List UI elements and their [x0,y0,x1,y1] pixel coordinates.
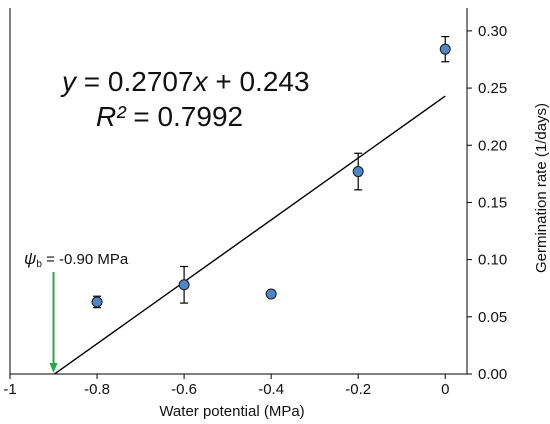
data-point [265,288,277,300]
y-tick-label: 0.25 [478,80,507,97]
r-squared-label: R² [96,101,127,132]
y-tick-label: 0.20 [478,137,507,154]
data-point [352,166,364,178]
y-tick-label: 0.15 [478,194,507,211]
equation-y: y [60,66,78,97]
data-point [439,43,451,55]
psi-subscript: b [36,259,42,270]
x-tick-label: -1 [3,381,16,398]
axes [9,8,468,375]
data-point [178,279,190,291]
x-tick-label: -0.8 [84,381,110,398]
r-squared-value: = 0.7992 [126,101,244,132]
y-axis-title: Germination rate (1/days) [533,103,550,273]
equation-main: = 0.2707 [76,66,194,97]
x-tick-label: 0 [441,381,449,398]
fit-line-group [53,95,446,375]
y-tick-label: 0.30 [478,23,507,40]
psi-symbol: ψ [24,249,36,268]
x-tick-label: -0.2 [345,381,371,398]
equation-x: x [192,66,209,97]
r-squared: R² = 0.7992 [96,101,243,132]
regression-equation: y = 0.2707x + 0.243 [60,66,310,97]
threshold-annotation [49,272,58,373]
y-tick-label: 0.05 [478,309,507,326]
y-tick-label: 0.00 [478,366,507,383]
psi-b-label: ψb = -0.90 MPa [24,249,129,270]
psi-b-arrow-head [49,363,58,373]
y-tick-label: 0.10 [478,252,507,269]
data-points [91,35,451,309]
psi-value: = -0.90 MPa [42,251,129,268]
equation-tail: + 0.243 [208,66,310,97]
x-tick-label: -0.4 [258,381,284,398]
ticks: -1 -0.8 -0.6 -0.4 -0.2 0 0.00 0.05 0.10 0.15 0.20 0… [3,23,507,398]
data-point [91,296,103,308]
x-tick-label: -0.6 [171,381,197,398]
regression-line [53,95,446,375]
x-axis-title: Water potential (MPa) [159,403,304,420]
